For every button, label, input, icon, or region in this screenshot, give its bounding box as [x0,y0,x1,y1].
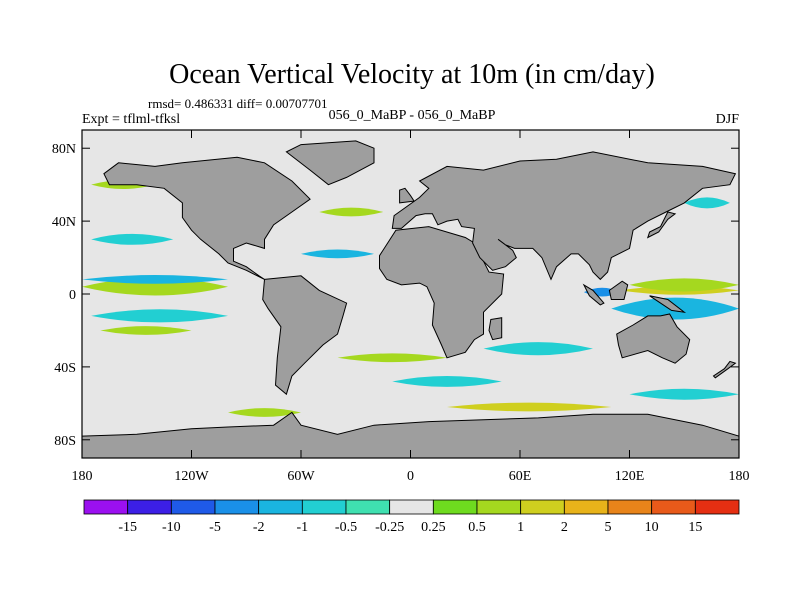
field-band-7 [91,309,228,323]
colorbar-swatch [345,499,391,515]
colorbar-label: -0.5 [335,520,357,535]
y-tick-label: 80S [54,434,76,449]
land-borneo [608,280,629,300]
field-band-2 [82,275,228,284]
land-africa [379,226,505,359]
field-band-10 [684,197,730,209]
y-tick-label: 40N [52,215,76,230]
land-madagascar [488,317,503,341]
field-band-16 [100,326,192,335]
field-band-13 [447,402,612,412]
x-tick-label: 120W [174,469,209,484]
field-band-5 [629,278,739,292]
colorbar-label: -1 [296,520,308,535]
colorbar-label: -15 [118,520,137,535]
land-north-america [103,156,311,280]
stats-line: rmsd= 0.486331 diff= 0.00707701 [148,96,327,111]
x-tick-label: 60W [287,469,315,484]
x-tick-label: 120E [615,469,645,484]
y-tick-label: 80N [52,142,76,157]
field-band-8 [91,233,174,245]
colorbar-swatch [432,499,478,515]
x-tick-label: 180 [729,469,750,484]
chart-title: Ocean Vertical Velocity at 10m (in cm/da… [169,59,655,90]
colorbar-swatch [214,499,260,515]
colorbar-label: -10 [162,520,181,535]
colorbar-label: -0.25 [375,520,404,535]
colorbar-swatch [83,499,129,515]
colorbar-swatch [607,499,653,515]
center-label: 056_0_MaBP - 056_0_MaBP [329,108,496,123]
land-greenland [285,140,375,186]
field-band-17 [301,249,374,259]
colorbar-swatch [476,499,522,515]
land-australia [616,313,691,364]
x-tick-label: 0 [407,469,414,484]
land-new-zealand [712,360,737,379]
season-label: DJF [716,112,740,127]
x-tick-label: 180 [72,469,93,484]
y-axis: 80N 40N 0 40S 80S [52,142,739,449]
land-new-guinea [649,295,687,313]
colorbar-label: 1 [517,520,524,535]
field-band-11 [337,353,447,363]
colorbar-label: -2 [253,520,265,535]
colorbar-label: 2 [561,520,568,535]
colorbar-swatch [301,499,347,515]
land-antarctica [82,411,739,458]
colorbar-swatch [170,499,216,515]
colorbar-swatch [258,499,303,515]
colorbar-swatch [127,499,172,515]
colorbar-swatch [520,499,565,515]
land-masses [82,140,739,458]
colorbar-swatch [389,499,434,515]
colorbar-label: 15 [688,520,702,535]
colorbar-swatch [563,499,609,515]
colorbar-label: 0.5 [468,520,486,535]
field-band-15 [483,342,593,356]
colorbar-label: -5 [209,520,221,535]
land-south-america [262,275,348,396]
y-tick-label: 40S [54,361,76,376]
velocity-field [82,180,739,417]
field-band-18 [319,207,384,217]
colorbar: -15 -10 -5 -2 -1 -0.5 -0.25 0.25 0.5 1 2 5 10 15 [83,499,740,535]
colorbar-swatch [694,499,740,515]
colorbar-label: 10 [645,520,659,535]
field-band-14 [228,408,301,417]
land-sumatra [582,283,605,306]
field-band-12 [392,376,502,387]
land-united-kingdom [399,187,415,204]
x-tick-label: 60E [509,469,532,484]
y-tick-label: 0 [69,288,76,303]
field-band-19 [629,388,739,400]
colorbar-swatch [651,499,696,515]
land-japan [646,211,677,239]
x-axis: 180 120W 60W 0 60E 120E 180 [72,130,750,484]
land-eurasia [391,151,737,281]
colorbar-label: 0.25 [421,520,446,535]
experiment-label: Expt = tflml-tfksl [82,112,180,127]
colorbar-label: 5 [605,520,612,535]
